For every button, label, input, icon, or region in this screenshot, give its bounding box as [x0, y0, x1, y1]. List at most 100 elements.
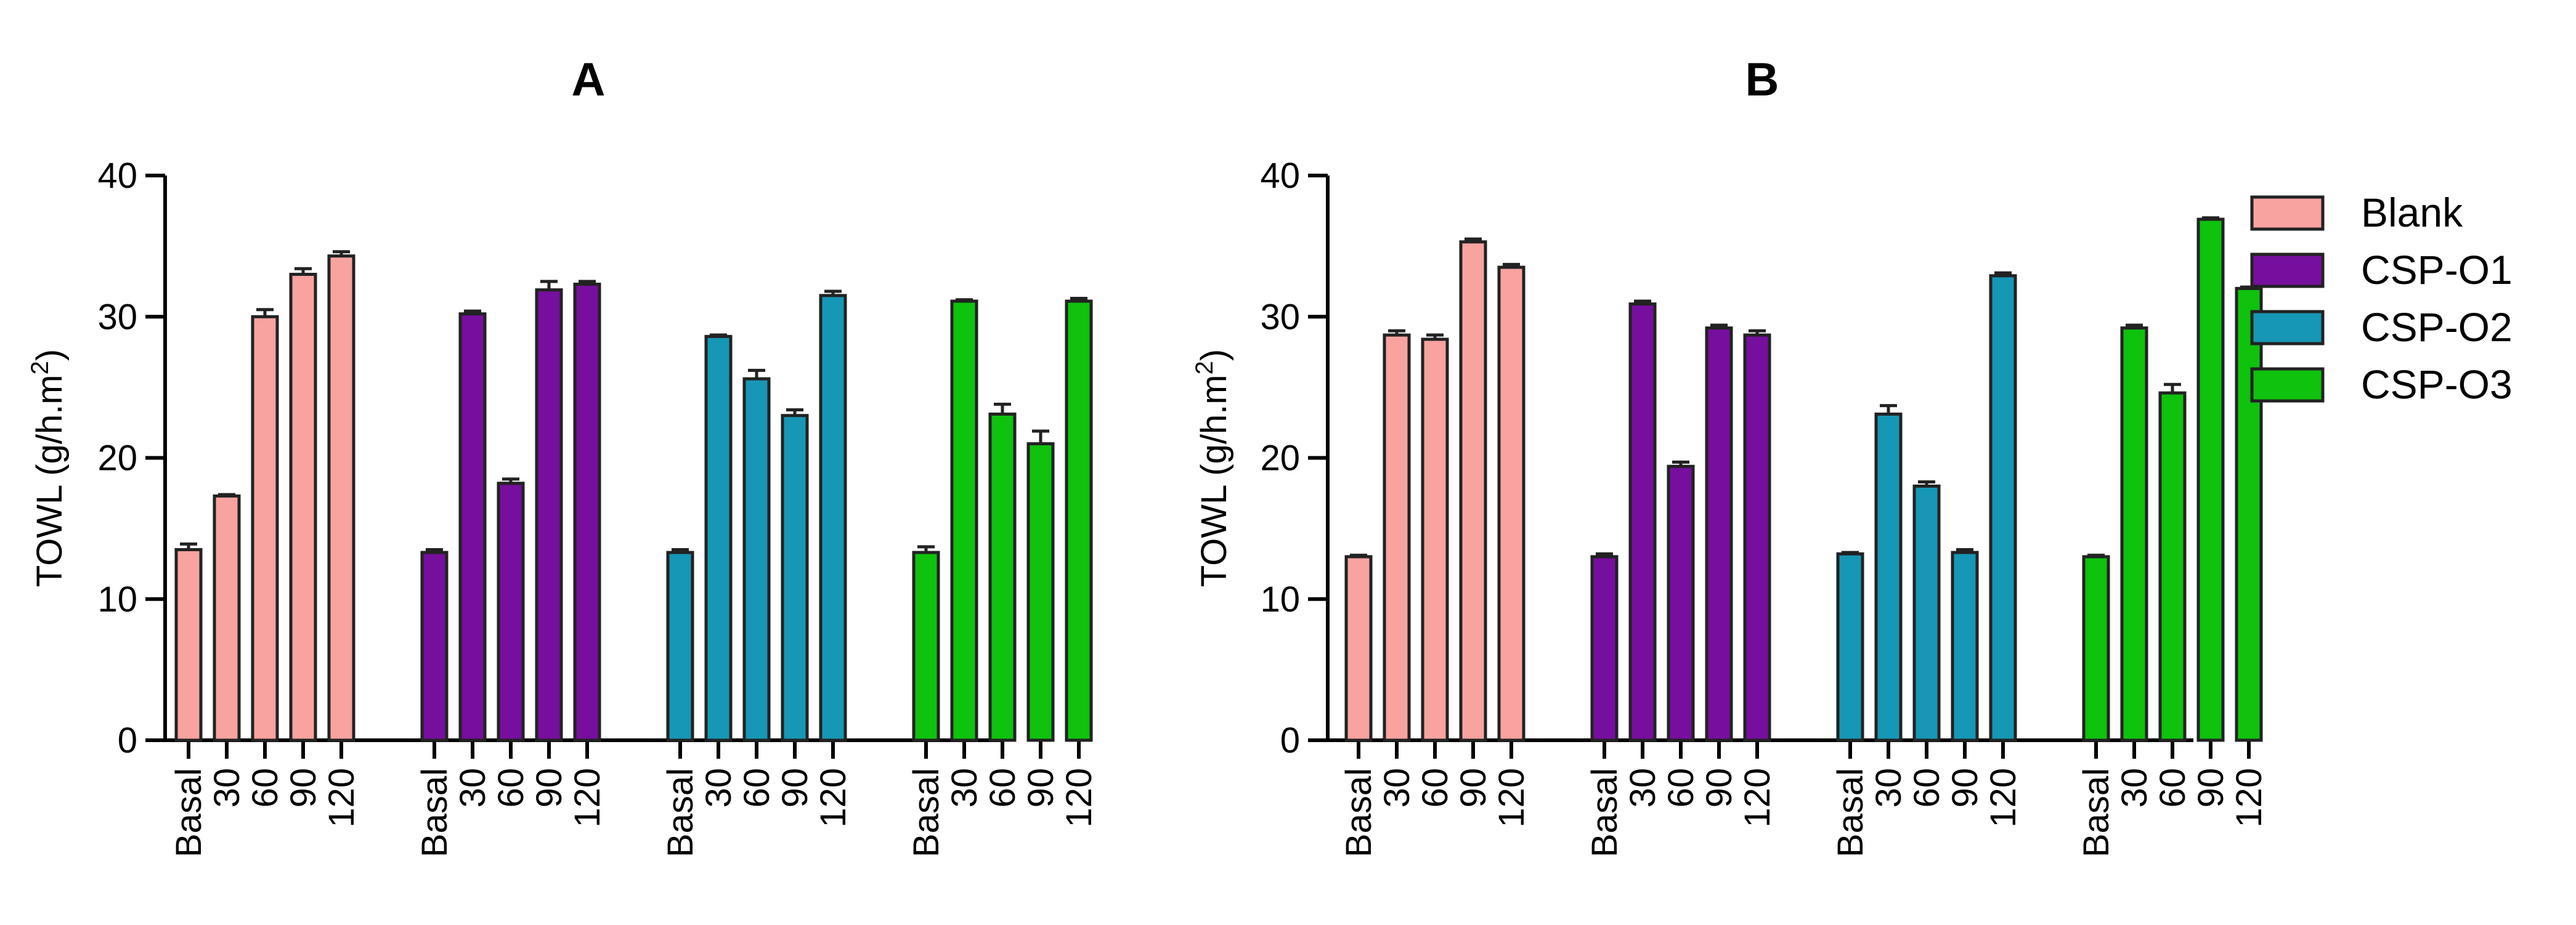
panel-b-x-tick-label: 30 — [1623, 768, 1663, 808]
panel-a-x-tick-label: 90 — [283, 768, 323, 808]
panel-b-bar-csp-o3-60 — [2158, 391, 2187, 742]
panel-a-x-tick-label: 120 — [322, 768, 362, 828]
panel-a-bar-csp-o3-120 — [1065, 299, 1093, 742]
panel-a-title: A — [572, 54, 606, 106]
panel-a-x-tick-label: Basal — [906, 768, 946, 857]
panel-b-bar-csp-o1-90 — [1705, 326, 1733, 742]
panel-b-x-tick-label: 120 — [1492, 768, 1532, 828]
panel-b-bar-csp-o1-60 — [1667, 464, 1695, 742]
panel-a-y-tick-label: 20 — [97, 438, 137, 479]
panel-a-bar-csp-o3-30 — [950, 299, 978, 742]
panel-b-bar-csp-o1-30 — [1628, 302, 1657, 742]
panel-b-x-tick-label: 90 — [1453, 768, 1493, 808]
panel-b-y-tick-label: 20 — [1260, 438, 1300, 479]
panel-a-x-tick-label: 120 — [567, 768, 607, 828]
legend-swatch-csp-o1 — [2250, 252, 2325, 288]
panel-a-x-tick-label: 60 — [983, 768, 1023, 808]
panel-a-x-tick-label: Basal — [660, 768, 701, 857]
panel-a-y-tick-label: 30 — [97, 297, 137, 337]
panel-a-x-tick-label: 60 — [737, 768, 777, 808]
panel-a-bar-csp-o1-30 — [458, 312, 487, 742]
panel-a-x-tick-label: Basal — [169, 768, 209, 857]
panel-b-bar-csp-o2-basal — [1836, 552, 1864, 742]
panel-a-x-tick-label: 90 — [529, 768, 569, 808]
legend-swatch-csp-o3 — [2250, 367, 2325, 403]
panel-b-y-tick-label: 40 — [1260, 156, 1300, 196]
panel-a-x-tick-label: 120 — [813, 768, 853, 828]
panel-a-bar-blank-90 — [289, 272, 317, 742]
panel-b-x-tick-label: 120 — [2229, 768, 2269, 828]
panel-b-bar-csp-o3-90 — [2196, 217, 2225, 742]
panel-b-bar-csp-o3-30 — [2120, 326, 2148, 742]
panel-b-y-tick-label: 10 — [1260, 580, 1300, 620]
legend-swatch-csp-o2 — [2250, 310, 2325, 345]
panel-b-x-tick-label: 30 — [1377, 768, 1417, 808]
panel-a-x-tick-label: 120 — [1059, 768, 1099, 828]
panel-b-bar-csp-o2-90 — [1951, 551, 1979, 742]
panel-b-bar-csp-o2-30 — [1874, 412, 1903, 742]
panel-a-bar-csp-o1-120 — [573, 283, 601, 742]
panel-a-bar-csp-o2-30 — [704, 334, 733, 742]
panel-a-bar-csp-o3-60 — [988, 412, 1017, 742]
panel-a-x-tick-label: 90 — [1021, 768, 1061, 808]
panel-a-bar-csp-o3-basal — [912, 551, 940, 742]
panel-b-y-tick-label: 30 — [1260, 297, 1300, 337]
panel-b-bar-csp-o2-120 — [1989, 274, 2017, 742]
panel-b-y-tick-label: 0 — [1280, 721, 1300, 761]
panel-b-bar-csp-o3-120 — [2235, 286, 2263, 742]
panel-b-y-axis-title: TOWL (g/h.m2) — [1191, 349, 1234, 587]
panel-b-x-tick-label: Basal — [1830, 768, 1871, 857]
panel-a-x-tick-label: 30 — [699, 768, 739, 808]
legend: Blank CSP-O1 CSP-O2 CSP-O3 — [2250, 190, 2513, 407]
panel-a-x-tick-label: 60 — [245, 768, 285, 808]
panel-a-x-tick-label: 30 — [207, 768, 247, 808]
panel-b-x-tick-label: 90 — [1945, 768, 1985, 808]
panel-b-x-tick-label: 120 — [1737, 768, 1778, 828]
panel-a-y-tick-label: 0 — [118, 721, 137, 761]
panel-a-y-axis-title: TOWL (g/h.m2) — [26, 349, 70, 587]
legend-label-csp-o2: CSP-O2 — [2361, 304, 2513, 350]
panel-b-bar-csp-o2-60 — [1912, 484, 1941, 742]
panel-a-bar-blank-60 — [251, 315, 279, 742]
panel-b-bar-csp-o1-basal — [1590, 555, 1619, 742]
panel-b-bar-blank-90 — [1459, 240, 1487, 742]
panel-a-bar-csp-o1-90 — [535, 288, 563, 742]
panel-a-bar-csp-o1-basal — [420, 551, 449, 742]
panel-a-bar-csp-o3-90 — [1026, 442, 1055, 742]
panel-a-bar-blank-basal — [174, 548, 203, 742]
panel-a-x-tick-label: 30 — [945, 768, 985, 808]
panel-a-bar-csp-o2-basal — [666, 551, 694, 742]
panel-b-x-tick-label: Basal — [1585, 768, 1625, 857]
legend-label-csp-o3: CSP-O3 — [2361, 362, 2513, 407]
panel-a-bar-blank-120 — [327, 254, 356, 742]
panel-a-x-tick-label: 60 — [491, 768, 531, 808]
panel-b-bar-blank-basal — [1344, 555, 1373, 742]
legend-label-csp-o1: CSP-O1 — [2361, 247, 2513, 293]
panel-a-bar-csp-o2-120 — [819, 294, 847, 742]
legend-swatch-blank — [2250, 195, 2325, 231]
panel-a-y-tick-label: 40 — [97, 156, 137, 196]
panel-b-x-tick-label: Basal — [1339, 768, 1379, 857]
panel-b-bar-blank-60 — [1421, 337, 1449, 742]
legend-label-blank: Blank — [2361, 190, 2463, 235]
panel-b-x-tick-label: 60 — [1415, 768, 1455, 808]
panel-b-title: B — [1745, 54, 1779, 106]
panel-b-x-tick-label: 30 — [2115, 768, 2155, 808]
panel-a-y-tick-label: 10 — [97, 580, 137, 620]
panel-b-bar-csp-o1-120 — [1743, 333, 1771, 742]
panel-a-bar-blank-30 — [213, 494, 241, 742]
panel-b-x-tick-label: 30 — [1869, 768, 1909, 808]
panel-b-bar-blank-30 — [1383, 333, 1411, 742]
panel-b-x-tick-label: Basal — [2076, 768, 2116, 857]
panel-b-bar-blank-120 — [1497, 265, 1526, 742]
panel-a-bar-csp-o1-60 — [497, 482, 525, 742]
panel-b-x-tick-label: 60 — [1907, 768, 1947, 808]
panel-b-x-tick-label: 60 — [1661, 768, 1701, 808]
panel-a-x-tick-label: 30 — [453, 768, 493, 808]
panel-b-x-tick-label: 90 — [1699, 768, 1739, 808]
